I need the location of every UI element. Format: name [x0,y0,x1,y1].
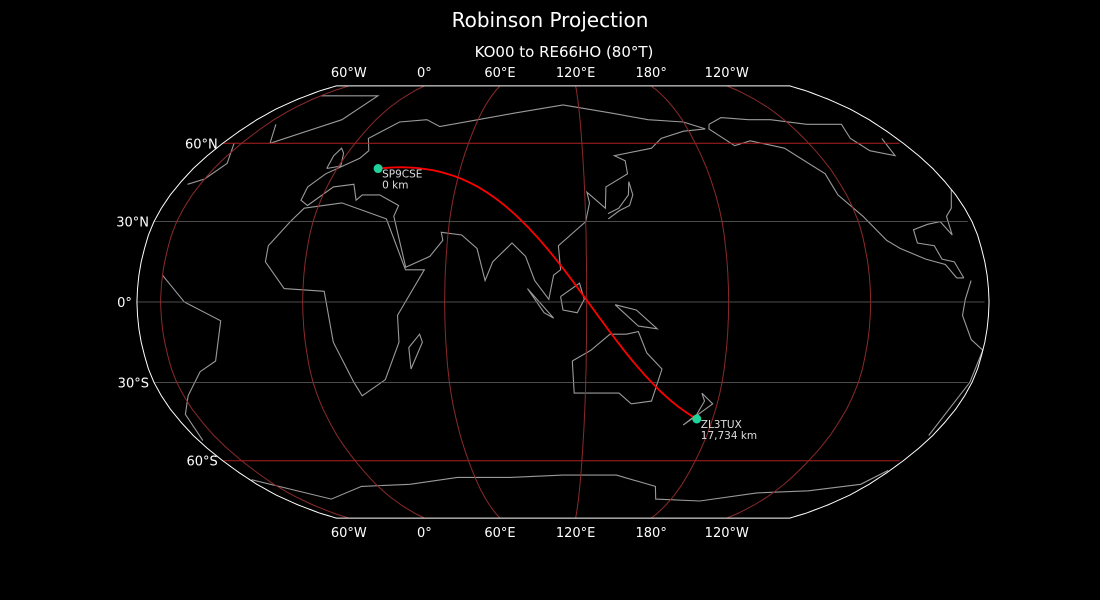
coastline [264,202,426,397]
meridian-line [160,85,349,519]
coastline [614,304,659,330]
parallel-label: 0° [117,296,132,311]
station-dot [373,164,383,174]
coastline [708,117,964,279]
station-distance: 17,734 km [701,430,757,442]
coastline [300,104,706,301]
coastline [187,143,235,185]
coastline [162,274,222,441]
coastline [408,333,423,370]
meridian-line [650,85,730,519]
coastline [527,288,555,319]
meridian-label-bottom: 120°E [556,526,596,541]
coastline [682,392,714,426]
graticule [137,85,985,519]
coastline [560,282,585,314]
meridian-label-bottom: 180° [636,526,667,541]
coastlines [162,95,984,502]
meridian-label-top: 60°W [331,66,367,81]
great-circle-path [378,166,698,420]
meridian-line [726,85,872,519]
meridian-line [444,85,501,519]
meridian-label-bottom: 60°W [331,526,367,541]
coastline [928,280,984,436]
meridian-line [302,85,425,519]
meridian-label-bottom: 120°W [705,526,749,541]
path-line [378,166,698,420]
map-border [136,85,990,519]
coastline [251,469,889,502]
parallel-label: 30°N [116,216,149,231]
station-distance: 0 km [382,180,408,192]
coastline [571,330,663,405]
parallel-label: 60°S [186,455,217,470]
coastline [269,95,380,144]
map-subtitle: KO00 to RE66HO (80°T) [474,43,654,61]
meridian-label-top: 120°W [705,66,749,81]
station-dot [692,414,702,424]
coastline [607,181,634,220]
graticule-labels: 60°W 60°W 0° 0° 60°E 60°E 120°E 120°E 180° 180° 12… [116,66,749,541]
parallel-label: 60°N [185,137,218,152]
station-call: ZL3TUX [701,419,742,431]
coastline [912,189,965,279]
coastline [269,124,277,144]
meridian-label-top: 60°E [484,66,515,81]
meridian-label-top: 120°E [556,66,596,81]
station-call: SP9CSE [382,169,422,181]
map-title: Robinson Projection [451,8,649,32]
meridian-line [575,85,588,519]
meridian-label-bottom: 60°E [484,526,515,541]
parallel-label: 30°S [118,376,149,391]
meridian-label-top: 0° [417,66,432,81]
meridian-label-bottom: 0° [417,526,432,541]
coastline [326,147,345,170]
map-outline [136,85,990,519]
meridian-label-top: 180° [636,66,667,81]
